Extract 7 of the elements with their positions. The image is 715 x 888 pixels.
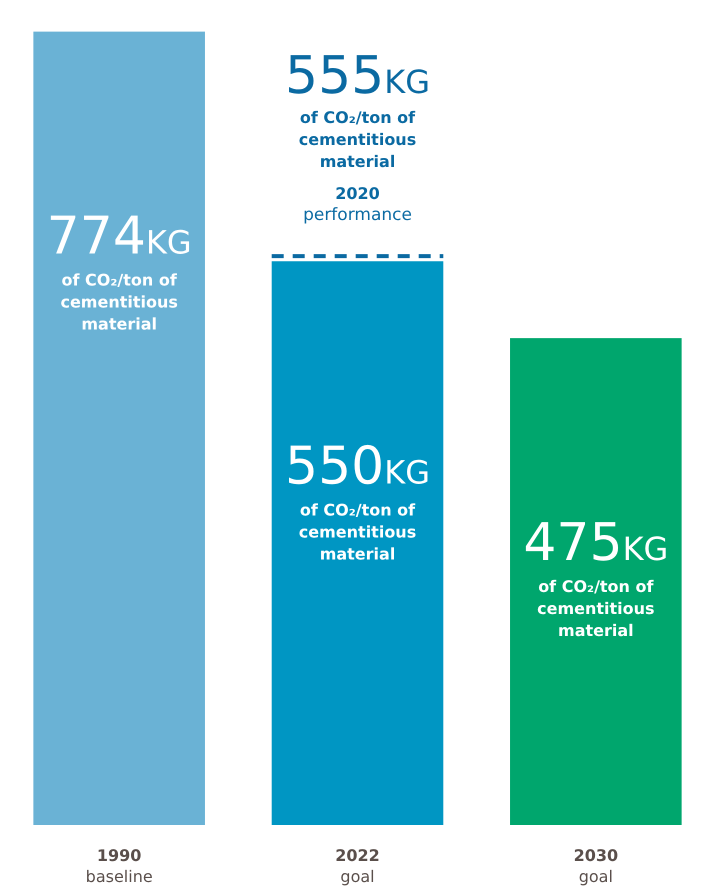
- data-label: 550KG of CO₂/ton of cementitious material: [284, 436, 430, 564]
- x-tick-label: 1990 baseline: [86, 846, 153, 886]
- data-label: 774KG of CO₂/ton of cementitious material: [46, 206, 192, 334]
- ref-line-label: 555KG of CO₂/ton of cementitious material 2020 performance: [284, 46, 430, 226]
- x-tick-label: 2022 goal: [335, 846, 380, 886]
- data-label: 475KG of CO₂/ton of cementitious material: [523, 513, 668, 640]
- x-tick-label: 2030 goal: [574, 846, 618, 886]
